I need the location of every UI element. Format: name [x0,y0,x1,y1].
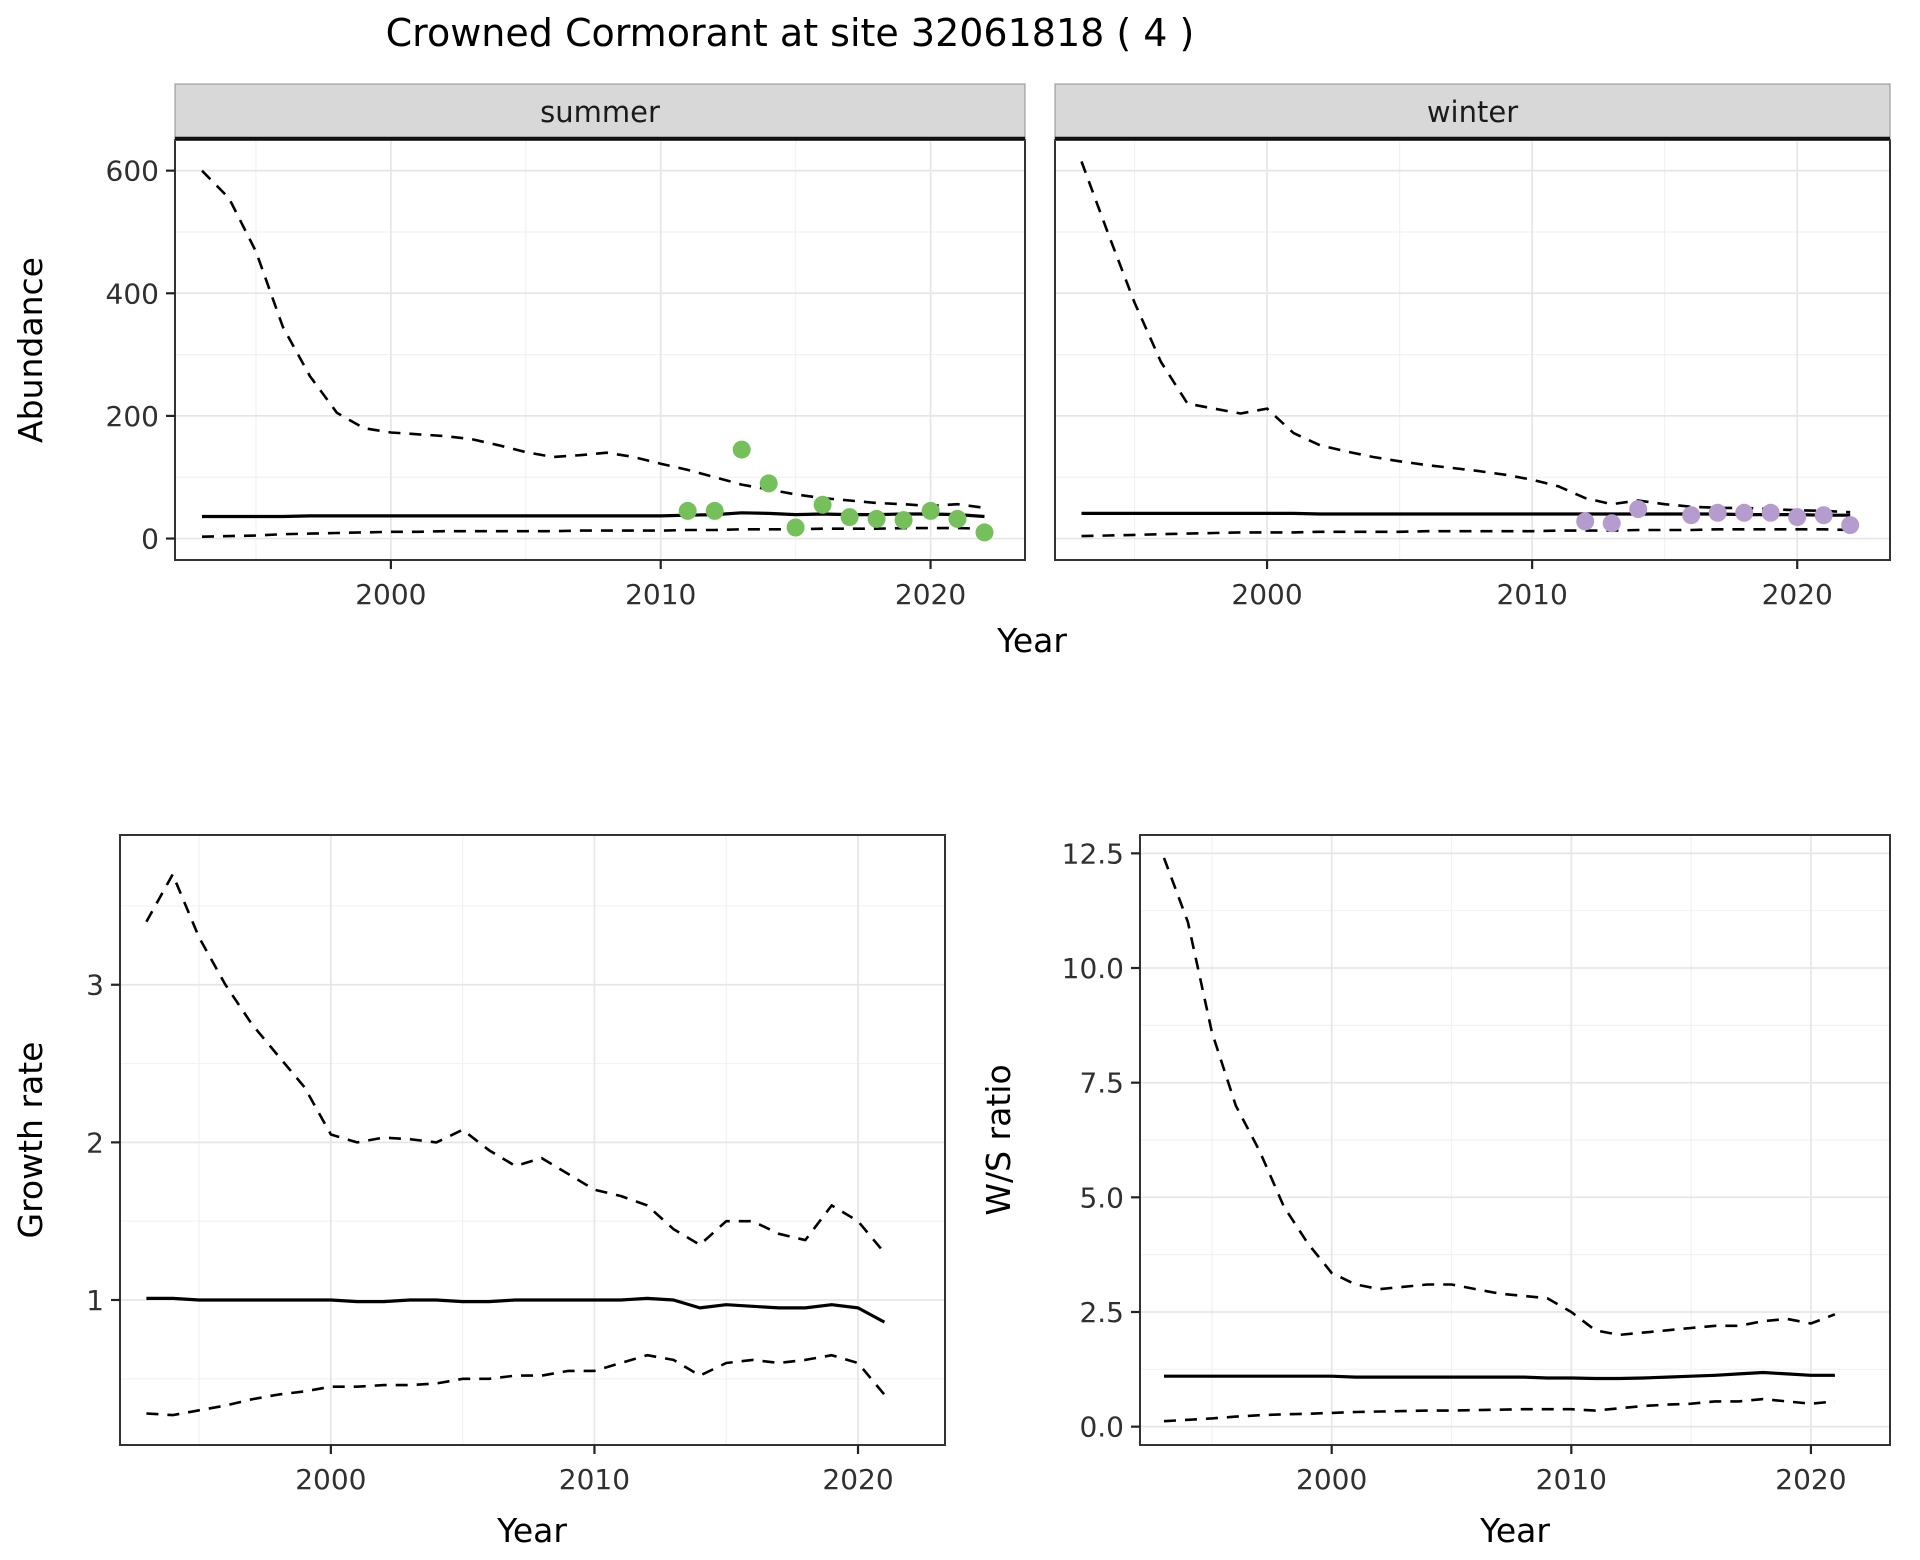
x-tick-label: 2020 [822,1463,893,1496]
y-tick-label: 2 [86,1126,104,1159]
panel-border [119,834,946,1446]
upper-ci-line [201,169,985,510]
y-tick-label: 1 [86,1284,104,1317]
observed-point [786,518,805,537]
y-tick-label: 7.5 [1079,1067,1124,1100]
y-tick-label: 0 [141,523,159,556]
panel-background [1055,140,1890,560]
median-line [1081,511,1851,517]
observed-point [948,509,967,528]
top-x-axis-label: Year [996,621,1067,660]
observed-point [1629,500,1648,519]
figure-title: Crowned Cormorant at site 32061818 ( 4 ) [386,11,1195,55]
panel-background [175,140,1025,560]
abundance-y-axis-label: Abundance [11,257,50,443]
facet-strip [1054,83,1891,141]
observed-point [975,523,994,542]
observed-point [705,501,724,520]
ws-ratio-panel: 2000 2010 2020 0.0 2.5 5.0 7.5 10.0 12.5 [1062,834,1891,1496]
x-tick-label: 2010 [1497,578,1568,611]
y-tick-label: 0.0 [1079,1411,1124,1444]
y-tick-label: 200 [106,400,159,433]
growth-rate-panel: 2000 2010 2020 1 2 3 [86,834,946,1496]
observed-point [1735,503,1754,522]
y-tick-label: 12.5 [1062,837,1124,870]
median-line [1164,1370,1835,1381]
x-tick-label: 2020 [1762,578,1833,611]
x-tick-label: 2020 [1775,1463,1846,1496]
panel-border [1139,834,1891,1446]
observed-point [894,511,913,530]
panel-background [120,835,945,1445]
observed-point [1814,506,1833,525]
x-tick-label: 2020 [895,578,966,611]
facet-strip [174,83,1026,141]
ws-ratio-y-axis-label: W/S ratio [979,1064,1018,1215]
x-tick-label: 2000 [1231,578,1302,611]
y-tick-label: 5.0 [1079,1181,1124,1214]
growth-rate-y-axis-label: Growth rate [11,1042,50,1239]
observed-point [813,495,832,514]
x-tick-label: 2000 [1296,1463,1367,1496]
lower-ci-line [1081,527,1851,538]
observed-point [1761,503,1780,522]
lower-ci-line [1163,1397,1836,1423]
y-tick-label: 400 [106,277,159,310]
y-tick-label: 3 [86,969,104,1002]
x-tick-label: 2010 [625,578,696,611]
observed-point [732,440,751,459]
facet-strip-label: summer [540,95,660,129]
observed-point [1576,512,1595,531]
x-tick-label: 2010 [559,1463,630,1496]
growth-rate-x-axis-label: Year [496,1511,567,1550]
x-tick-label: 2010 [1536,1463,1607,1496]
observed-point [759,474,778,493]
observed-point [921,501,940,520]
observed-point [1788,508,1807,527]
facet-panel-winter: winter 2000 2010 2020 [1054,83,1891,611]
y-tick-label: 2.5 [1079,1296,1124,1329]
x-tick-label: 2000 [355,578,426,611]
y-tick-label: 10.0 [1062,952,1124,985]
facet-strip-label: winter [1427,95,1518,129]
observed-point [1682,506,1701,525]
facet-panel-summer: summer 2000 2010 2020 0 200 400 600 [106,83,1026,611]
observed-point [1708,503,1727,522]
observed-point [867,509,886,528]
median-line [146,1296,886,1324]
x-tick-label: 2000 [295,1463,366,1496]
observed-point [1602,514,1621,533]
observed-point [678,501,697,520]
y-tick-label: 600 [106,155,159,188]
ws-ratio-x-axis-label: Year [1479,1511,1550,1550]
observed-point [1841,516,1860,535]
lower-ci-line [201,526,985,538]
observed-point [840,508,859,527]
upper-ci-line [145,873,886,1254]
